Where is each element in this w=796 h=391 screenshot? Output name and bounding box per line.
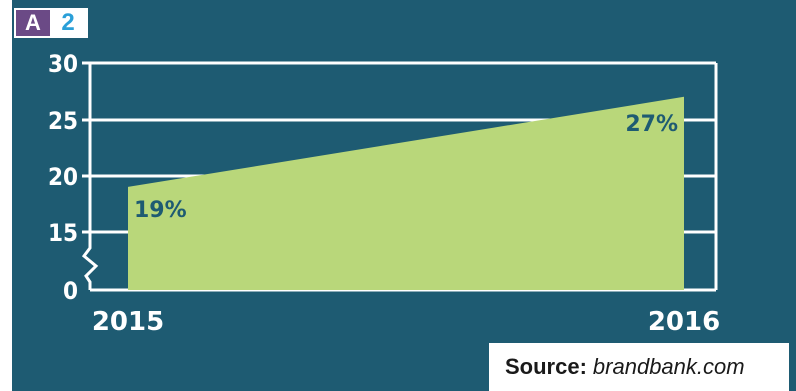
source-box: Source: brandbank.com [489, 343, 789, 391]
source-label: Source: [505, 354, 587, 379]
x-tick-label: 2015 [92, 307, 164, 337]
data-label: 27% [625, 112, 678, 137]
source-value: brandbank.com [592, 354, 745, 379]
y-tick-label: 30 [48, 50, 78, 78]
x-tick-label: 2016 [648, 307, 720, 337]
y-tick-label: 0 [63, 277, 78, 305]
y-tick-label: 20 [48, 163, 78, 191]
data-label-layer: 19% 27% [134, 112, 678, 223]
x-tick-layer: 2015 2016 [92, 307, 720, 337]
y-tick-label: 15 [48, 219, 78, 247]
y-tick-label: 25 [48, 107, 78, 135]
badge-letter: A [16, 10, 50, 36]
figure-badge: A 2 [14, 8, 88, 38]
data-label: 19% [134, 198, 187, 223]
y-tick-layer: 30 25 20 15 0 [48, 50, 78, 305]
area-layer [128, 96, 684, 290]
area-series [128, 96, 684, 290]
y-axis-line-with-break [81, 63, 99, 290]
badge-number: 2 [50, 9, 86, 36]
